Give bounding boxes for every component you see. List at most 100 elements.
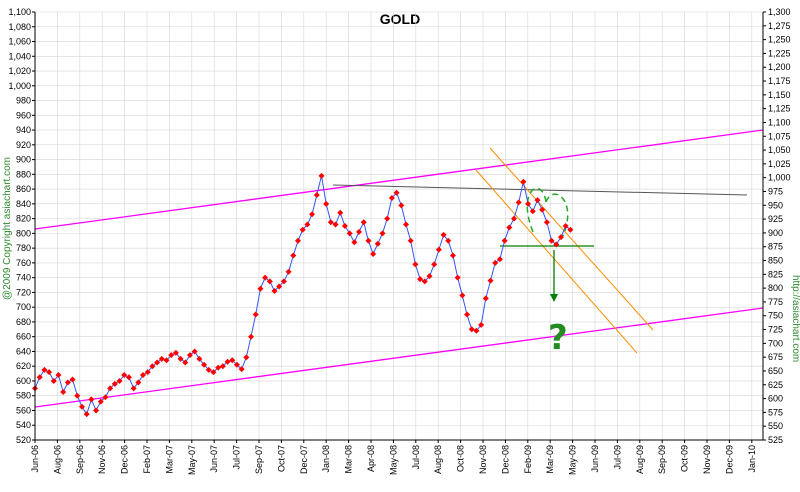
- data-point: [36, 374, 43, 381]
- data-point: [384, 215, 391, 222]
- target-arrow-head: [550, 294, 558, 302]
- x-tick-label: Sep-06: [75, 445, 85, 474]
- data-point: [557, 234, 564, 241]
- y-tick-label-right: 1,300: [768, 7, 791, 17]
- data-point: [154, 359, 161, 366]
- y-tick-label-right: 1,175: [768, 76, 791, 86]
- x-tick-label: Jul-09: [612, 445, 622, 470]
- data-point: [97, 398, 104, 405]
- data-point: [130, 385, 137, 392]
- y-tick-label-left: 620: [16, 361, 31, 371]
- data-point: [548, 237, 555, 244]
- y-tick-label-left: 720: [16, 287, 31, 297]
- data-point: [135, 379, 142, 386]
- y-tick-label-right: 900: [768, 228, 783, 238]
- data-point: [262, 274, 269, 281]
- data-point: [417, 276, 424, 283]
- x-tick-label: Dec-07: [299, 445, 309, 474]
- data-point: [158, 355, 165, 362]
- data-point: [233, 361, 240, 368]
- x-tick-label: Apr-08: [366, 445, 376, 472]
- data-point: [529, 208, 536, 215]
- data-point: [140, 372, 147, 379]
- y-tick-label-left: 660: [16, 332, 31, 342]
- data-point: [172, 349, 179, 356]
- x-tick-label: Feb-09: [523, 445, 533, 474]
- data-point: [562, 223, 569, 229]
- data-point: [163, 357, 170, 364]
- data-point: [210, 369, 217, 376]
- copyright-right: http://asiachart.com: [790, 275, 800, 362]
- data-point: [266, 278, 273, 285]
- y-tick-label-right: 1,250: [768, 35, 791, 45]
- data-point: [111, 380, 118, 387]
- data-point: [374, 240, 381, 247]
- x-tick-label: Sep-07: [254, 445, 264, 474]
- downtrend-line-upper: [489, 147, 654, 331]
- y-tick-label-left: 540: [16, 420, 31, 430]
- data-point: [388, 194, 395, 201]
- data-point: [449, 252, 456, 259]
- data-point: [496, 256, 503, 263]
- y-tick-label-right: 925: [768, 214, 783, 224]
- y-tick-label-left: 960: [16, 110, 31, 120]
- y-tick-label-right: 950: [768, 200, 783, 210]
- x-tick-label: Jan-10: [747, 445, 757, 473]
- data-point: [445, 237, 452, 244]
- data-point: [543, 219, 550, 226]
- data-point: [107, 385, 114, 392]
- y-tick-label-right: 575: [768, 407, 783, 417]
- y-tick-label-left: 880: [16, 169, 31, 179]
- data-point: [294, 237, 301, 244]
- y-tick-label-right: 1,275: [768, 21, 791, 31]
- data-point: [243, 354, 250, 361]
- data-point: [534, 197, 541, 204]
- x-tick-label: May-08: [388, 445, 398, 475]
- y-tick-label-right: 1,050: [768, 145, 791, 155]
- x-tick-label: Oct-08: [456, 445, 466, 472]
- data-point: [459, 292, 466, 299]
- data-point: [196, 355, 203, 362]
- y-tick-label-left: 1,000: [8, 81, 31, 91]
- data-point: [144, 369, 151, 376]
- data-point: [215, 364, 222, 371]
- x-tick-label: Dec-06: [120, 445, 130, 474]
- y-tick-label-right: 700: [768, 338, 783, 348]
- y-tick-label-left: 640: [16, 346, 31, 356]
- x-tick-label: Aug-09: [635, 445, 645, 474]
- y-tick-label-right: 675: [768, 352, 783, 362]
- y-tick-label-right: 1,225: [768, 48, 791, 58]
- data-point: [257, 285, 264, 292]
- y-tick-label-right: 775: [768, 297, 783, 307]
- data-point: [346, 230, 353, 237]
- x-tick-label: Jan-08: [321, 445, 331, 473]
- data-point: [370, 251, 377, 258]
- data-point: [64, 379, 71, 386]
- data-point: [102, 394, 109, 401]
- y-tick-label-left: 1,060: [8, 37, 31, 47]
- y-tick-label-right: 1,025: [768, 159, 791, 169]
- x-tick-label: Mar-07: [164, 445, 174, 474]
- data-point: [78, 403, 85, 410]
- y-tick-label-right: 600: [768, 394, 783, 404]
- x-tick-label: Nov-08: [478, 445, 488, 474]
- x-tick-label: Sep-09: [657, 445, 667, 474]
- data-point: [238, 366, 245, 373]
- data-point: [341, 223, 348, 229]
- data-point: [224, 358, 231, 365]
- x-tick-label: Mar-09: [545, 445, 555, 474]
- x-tick-label: Aug-06: [52, 445, 62, 474]
- copyright-left: @2009 Copyright asiachart.com: [2, 157, 13, 300]
- y-tick-label-left: 800: [16, 228, 31, 238]
- data-point: [454, 274, 461, 281]
- data-point: [186, 352, 193, 359]
- data-point: [482, 295, 489, 302]
- y-tick-label-right: 1,150: [768, 90, 791, 100]
- data-point: [205, 366, 212, 373]
- data-point: [41, 366, 48, 373]
- data-point: [318, 172, 325, 179]
- data-point: [149, 363, 156, 370]
- chart-title: GOLD: [380, 11, 420, 27]
- data-point: [431, 261, 438, 268]
